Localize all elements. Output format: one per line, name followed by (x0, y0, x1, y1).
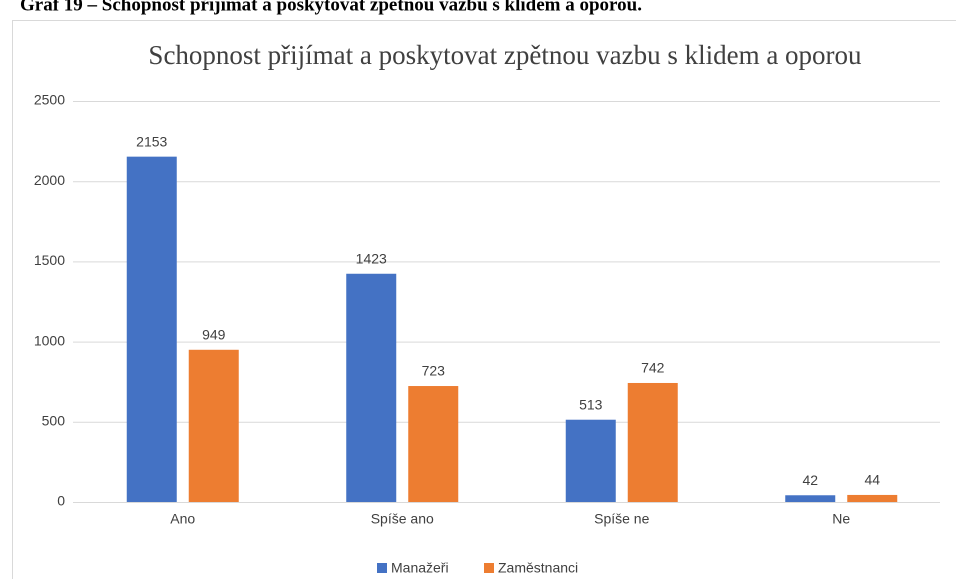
chart-title: Schopnost přijímat a poskytovat zpětnou … (148, 40, 862, 70)
x-tick-label: Spíše ano (371, 511, 434, 527)
value-label: 949 (202, 326, 226, 342)
y-tick-label: 500 (42, 413, 66, 429)
value-label: 723 (422, 363, 446, 379)
value-label: 513 (579, 396, 603, 412)
bar (785, 495, 836, 502)
bar (565, 419, 616, 502)
legend-swatch (377, 563, 387, 573)
bar (847, 494, 898, 502)
y-tick-label: 2000 (34, 172, 65, 188)
x-tick-label: Ne (832, 511, 850, 527)
legend-swatch (484, 563, 494, 573)
legend-label: Manažeři (391, 560, 449, 576)
x-tick-label: Spíše ne (594, 511, 649, 527)
y-tick-label: 0 (57, 493, 65, 509)
caption: Graf 19 – Schopnost přijímat a poskytova… (20, 0, 642, 15)
legend-label: Zaměstnanci (498, 560, 578, 576)
bar (408, 386, 459, 502)
value-label: 742 (641, 360, 665, 376)
y-tick-label: 2500 (34, 92, 65, 108)
value-label: 1423 (356, 250, 387, 266)
chart-frame (12, 20, 956, 579)
bar (627, 382, 678, 502)
x-tick-label: Ano (170, 511, 195, 527)
value-label: 42 (802, 472, 818, 488)
value-label: 2153 (136, 133, 167, 149)
bar (126, 156, 177, 502)
bar (346, 273, 397, 502)
value-label: 44 (864, 472, 880, 488)
y-tick-label: 1500 (34, 252, 65, 268)
bar (188, 349, 239, 502)
y-tick-label: 1000 (34, 332, 65, 348)
